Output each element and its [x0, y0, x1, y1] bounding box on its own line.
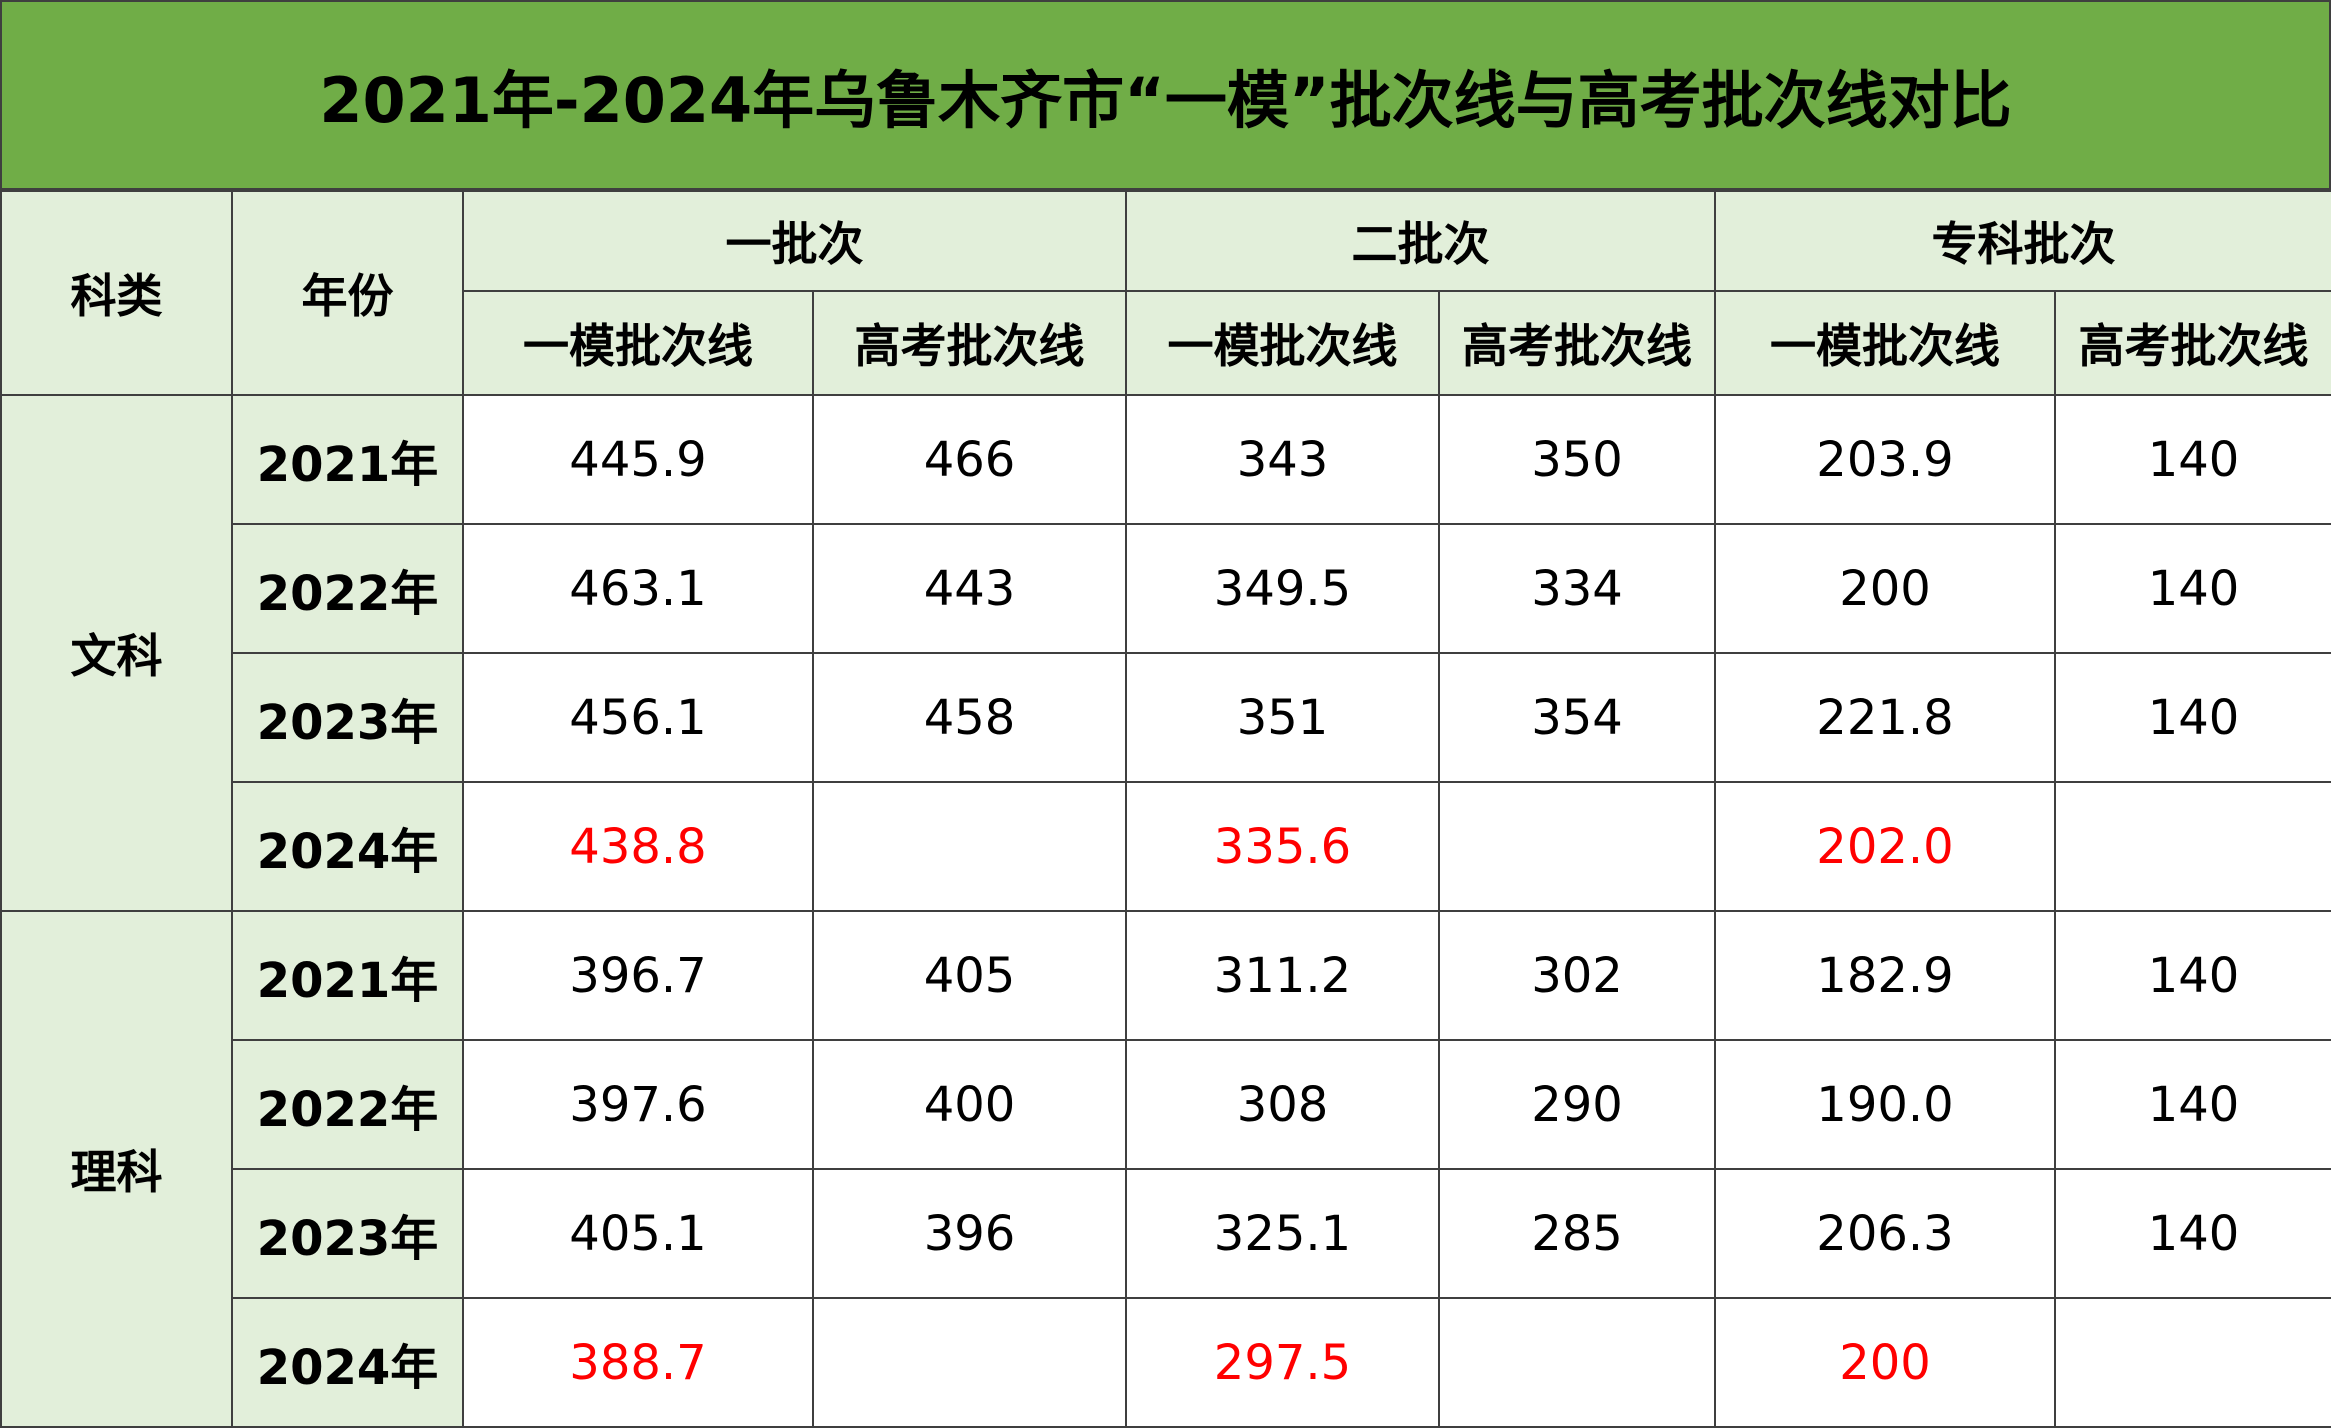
table-title: 2021年-2024年乌鲁木齐市“一模”批次线与高考批次线对比 [319, 64, 2012, 137]
value-cell: 140 [2054, 523, 2331, 654]
header-row-subcols: 一模批次线 高考批次线 一模批次线 高考批次线 一模批次线 高考批次线 [1, 290, 2331, 396]
value-cell: 443 [812, 523, 1127, 654]
header-subject: 科类 [0, 190, 233, 396]
table-row: 2024年 388.7 297.5 200 [1, 1297, 2331, 1428]
value-cell: 140 [2054, 1039, 2331, 1170]
year-cell: 2023年 [231, 652, 464, 783]
header-group-college-batch: 专科批次 [1714, 190, 2331, 292]
year-cell: 2022年 [231, 1039, 464, 1170]
year-cell: 2022年 [231, 523, 464, 654]
value-cell [2054, 781, 2331, 912]
value-cell: 466 [812, 394, 1127, 525]
value-cell: 400 [812, 1039, 1127, 1170]
table-row: 2023年 456.1 458 351 354 221.8 140 [1, 652, 2331, 783]
value-cell: 405 [812, 910, 1127, 1041]
table-row: 2024年 438.8 335.6 202.0 [1, 781, 2331, 912]
value-cell: 463.1 [462, 523, 814, 654]
value-cell: 190.0 [1714, 1039, 2056, 1170]
value-cell: 140 [2054, 394, 2331, 525]
header-group-second-batch: 二批次 [1125, 190, 1716, 292]
value-cell: 334 [1438, 523, 1716, 654]
table-row: 2023年 405.1 396 325.1 285 206.3 140 [1, 1168, 2331, 1299]
year-cell: 2023年 [231, 1168, 464, 1299]
year-cell: 2021年 [231, 394, 464, 525]
value-cell: 203.9 [1714, 394, 2056, 525]
value-cell: 343 [1125, 394, 1440, 525]
year-cell: 2021年 [231, 910, 464, 1041]
value-cell: 140 [2054, 652, 2331, 783]
value-cell: 351 [1125, 652, 1440, 783]
value-cell: 206.3 [1714, 1168, 2056, 1299]
header-row-groups: 科类 年份 一批次 二批次 专科批次 [0, 190, 2331, 396]
value-cell: 458 [812, 652, 1127, 783]
value-cell: 350 [1438, 394, 1716, 525]
value-cell: 200 [1714, 1297, 2056, 1428]
header-subcol: 一模批次线 [462, 290, 814, 396]
value-cell: 221.8 [1714, 652, 2056, 783]
value-cell: 202.0 [1714, 781, 2056, 912]
value-cell: 405.1 [462, 1168, 814, 1299]
value-cell [2054, 1297, 2331, 1428]
value-cell: 335.6 [1125, 781, 1440, 912]
value-cell: 311.2 [1125, 910, 1440, 1041]
value-cell: 388.7 [462, 1297, 814, 1428]
header-subcol: 高考批次线 [812, 290, 1127, 396]
value-cell: 396.7 [462, 910, 814, 1041]
value-cell: 285 [1438, 1168, 1716, 1299]
value-cell: 290 [1438, 1039, 1716, 1170]
value-cell: 200 [1714, 523, 2056, 654]
table-row: 理科 2021年 396.7 405 311.2 302 182.9 140 [0, 910, 2331, 1428]
value-cell: 349.5 [1125, 523, 1440, 654]
subject-cell: 理科 [0, 910, 233, 1428]
year-cell: 2024年 [231, 781, 464, 912]
value-cell: 140 [2054, 910, 2331, 1041]
header-group-first-batch: 一批次 [462, 190, 1127, 292]
value-cell: 325.1 [1125, 1168, 1440, 1299]
header-subcol: 高考批次线 [2054, 290, 2331, 396]
value-cell [812, 1297, 1127, 1428]
subject-cell: 文科 [0, 394, 233, 912]
value-cell [812, 781, 1127, 912]
value-cell: 140 [2054, 1168, 2331, 1299]
value-cell: 397.6 [462, 1039, 814, 1170]
score-line-table: 科类 年份 一批次 二批次 专科批次 一模批次线 高考批次线 一模批次线 高考批… [0, 190, 2331, 1428]
table-row: 文科 2021年 445.9 466 343 350 203.9 140 [0, 394, 2331, 912]
header-subcol: 一模批次线 [1125, 290, 1440, 396]
value-cell: 438.8 [462, 781, 814, 912]
year-cell: 2024年 [231, 1297, 464, 1428]
value-cell: 297.5 [1125, 1297, 1440, 1428]
value-cell: 456.1 [462, 652, 814, 783]
header-year: 年份 [231, 190, 464, 396]
value-cell: 396 [812, 1168, 1127, 1299]
title-bar: 2021年-2024年乌鲁木齐市“一模”批次线与高考批次线对比 [0, 0, 2331, 190]
table-row: 2022年 463.1 443 349.5 334 200 140 [1, 523, 2331, 654]
value-cell: 308 [1125, 1039, 1440, 1170]
value-cell [1438, 781, 1716, 912]
header-subcol: 高考批次线 [1438, 290, 1716, 396]
value-cell: 445.9 [462, 394, 814, 525]
value-cell: 354 [1438, 652, 1716, 783]
table-row: 2022年 397.6 400 308 290 190.0 140 [1, 1039, 2331, 1170]
header-subcol: 一模批次线 [1714, 290, 2056, 396]
value-cell: 302 [1438, 910, 1716, 1041]
value-cell: 182.9 [1714, 910, 2056, 1041]
value-cell [1438, 1297, 1716, 1428]
